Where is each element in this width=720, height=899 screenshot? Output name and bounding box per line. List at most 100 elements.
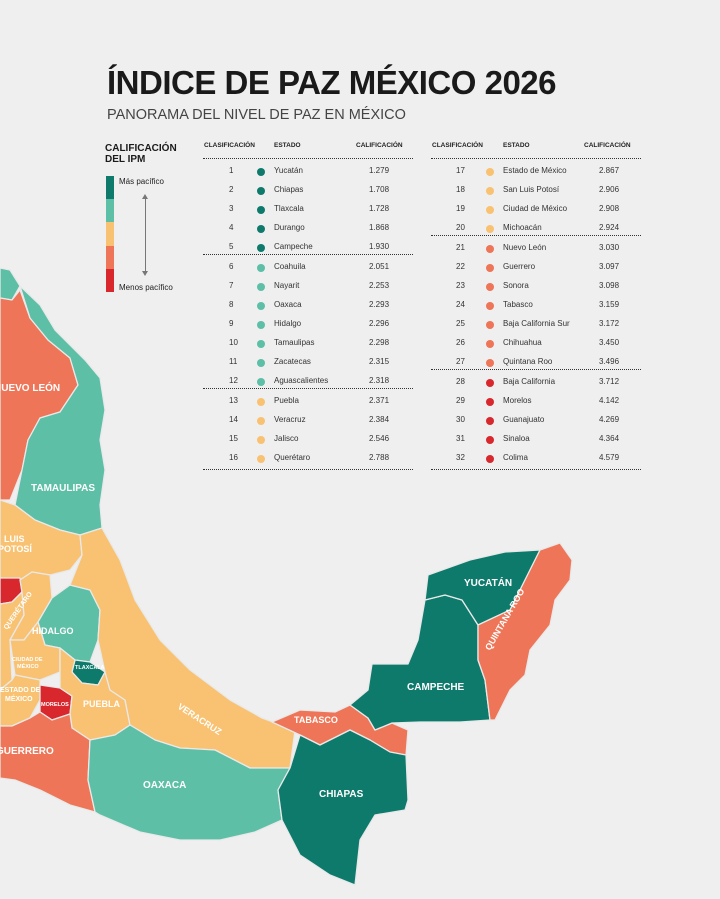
map-label-yucatan: YUCATÁN: [464, 576, 512, 589]
row-score: 3.712: [599, 377, 620, 386]
row-rank: 31: [456, 434, 465, 443]
row-score: 3.496: [599, 357, 620, 366]
map-label-slp-2: POTOSÍ: [0, 544, 32, 554]
ranking-table-left: CLASIFICACIÓN ESTADO CALIFICACIÓN 1 Yucat…: [203, 142, 413, 470]
row-score: 1.930: [369, 242, 390, 251]
table-row: 24 Tabasco 3.159: [431, 293, 641, 312]
row-rank: 3: [229, 204, 234, 213]
row-rank: 7: [229, 281, 234, 290]
row-color-dot: [486, 379, 494, 387]
row-color-dot: [257, 187, 265, 195]
row-rank: 20: [456, 223, 465, 232]
row-state: Chihuahua: [503, 338, 542, 347]
row-state: Estado de México: [503, 166, 567, 175]
row-rank: 11: [229, 357, 238, 366]
row-state: Durango: [274, 223, 305, 232]
table-row: 8 Oaxaca 2.293: [203, 293, 413, 312]
row-score: 3.172: [599, 319, 620, 328]
legend: CALIFICACIÓN DEL IPM Más pacífico Menos …: [105, 143, 200, 292]
map-label-chiapas: CHIAPAS: [319, 789, 364, 800]
row-score: 2.384: [369, 415, 390, 424]
row-state: Quintana Roo: [503, 357, 553, 366]
row-color-dot: [486, 302, 494, 310]
row-rank: 17: [456, 166, 465, 175]
row-state: Sinaloa: [503, 434, 530, 443]
header-state: ESTADO: [274, 142, 301, 149]
row-rank: 12: [229, 376, 238, 385]
row-state: Colima: [503, 453, 528, 462]
row-state: Guerrero: [503, 262, 536, 271]
row-color-dot: [257, 436, 265, 444]
row-score: 2.546: [369, 434, 390, 443]
table-row: 11 Zacatecas 2.315: [203, 350, 413, 369]
row-state: Campeche: [274, 242, 313, 251]
row-score: 1.279: [369, 166, 390, 175]
row-state: Chiapas: [274, 185, 304, 194]
map-label-edomex-1: ESTADO DE: [0, 687, 41, 694]
row-rank: 21: [456, 243, 465, 252]
map-label-morelos: MORELOS: [41, 702, 69, 708]
row-score: 2.906: [599, 185, 620, 194]
row-state: Jalisco: [274, 434, 299, 443]
legend-title-line1: CALIFICACIÓN: [105, 143, 177, 154]
map-label-slp-1: LUIS: [4, 534, 25, 544]
row-state: Tlaxcala: [274, 204, 304, 213]
row-state: Morelos: [503, 396, 532, 405]
header-rank: CLASIFICACIÓN: [432, 142, 483, 149]
row-color-dot: [257, 283, 265, 291]
row-color-dot: [486, 359, 494, 367]
row-score: 2.293: [369, 300, 390, 309]
row-color-dot: [257, 302, 265, 310]
row-rank: 28: [456, 377, 465, 386]
row-color-dot: [486, 436, 494, 444]
row-rank: 25: [456, 319, 465, 328]
row-rank: 23: [456, 281, 465, 290]
header-score: CALIFICACIÓN: [584, 142, 631, 149]
row-color-dot: [486, 225, 494, 233]
table-header: CLASIFICACIÓN ESTADO CALIFICACIÓN: [203, 142, 413, 159]
row-color-dot: [257, 225, 265, 233]
legend-swatch: [106, 222, 114, 246]
row-state: Aguascalientes: [274, 376, 329, 385]
row-state: Querétaro: [274, 453, 311, 462]
row-color-dot: [257, 264, 265, 272]
row-rank: 15: [229, 434, 238, 443]
row-score: 1.868: [369, 223, 390, 232]
row-state: Michoacán: [503, 223, 542, 232]
table-row: 23 Sonora 3.098: [431, 274, 641, 293]
row-score: 2.908: [599, 204, 620, 213]
table-row: 6 Coahuila 2.051: [203, 254, 413, 274]
table-row: 20 Michoacán 2.924: [431, 216, 641, 235]
row-color-dot: [486, 245, 494, 253]
row-state: Veracruz: [274, 415, 306, 424]
row-rank: 9: [229, 319, 234, 328]
table-row: 21 Nuevo León 3.030: [431, 235, 641, 255]
row-rank: 10: [229, 338, 238, 347]
row-color-dot: [486, 398, 494, 406]
map-label-tamaulipas: TAMAULIPAS: [31, 483, 95, 494]
row-state: Yucatán: [274, 166, 303, 175]
row-score: 3.097: [599, 262, 620, 271]
state-coahuila: [0, 267, 21, 301]
table-row: 32 Colima 4.579: [431, 446, 641, 465]
table-row: 29 Morelos 4.142: [431, 389, 641, 408]
table-row: 9 Hidalgo 2.296: [203, 312, 413, 331]
map-label-hidalgo: HIDALGO: [32, 626, 74, 636]
table-row: 26 Chihuahua 3.450: [431, 331, 641, 350]
table-row: 25 Baja California Sur 3.172: [431, 312, 641, 331]
row-score: 1.728: [369, 204, 390, 213]
legend-swatch: [106, 199, 114, 223]
state-campeche: [349, 594, 491, 731]
table-row: 1 Yucatán 1.279: [203, 159, 413, 178]
row-state: Puebla: [274, 396, 299, 405]
row-color-dot: [257, 206, 265, 214]
table-row: 30 Guanajuato 4.269: [431, 408, 641, 427]
row-rank: 24: [456, 300, 465, 309]
state-chiapas: [277, 729, 409, 886]
table-row: 19 Ciudad de México 2.908: [431, 197, 641, 216]
row-score: 1.708: [369, 185, 390, 194]
row-score: 2.051: [369, 262, 390, 271]
row-rank: 14: [229, 415, 238, 424]
legend-title-line2: DEL IPM: [105, 154, 146, 165]
table-row: 5 Campeche 1.930: [203, 235, 413, 254]
